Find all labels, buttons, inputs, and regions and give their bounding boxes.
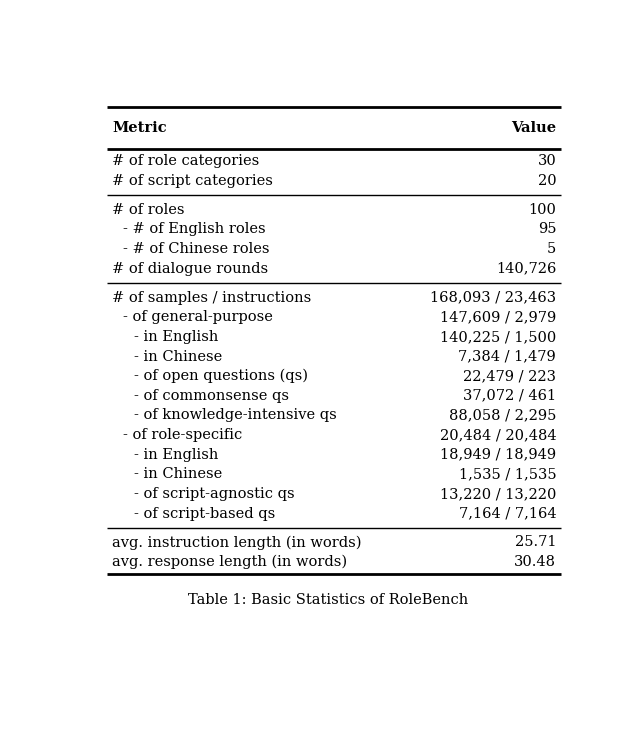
Text: - in English: - in English bbox=[134, 330, 218, 344]
Text: Table 1: Basic Statistics of RoleBench: Table 1: Basic Statistics of RoleBench bbox=[188, 592, 468, 607]
Text: 95: 95 bbox=[538, 223, 556, 236]
Text: 140,225 / 1,500: 140,225 / 1,500 bbox=[440, 330, 556, 344]
Text: # of samples / instructions: # of samples / instructions bbox=[112, 290, 312, 304]
Text: 7,164 / 7,164: 7,164 / 7,164 bbox=[458, 506, 556, 520]
Text: 37,072 / 461: 37,072 / 461 bbox=[463, 388, 556, 403]
Text: 88,058 / 2,295: 88,058 / 2,295 bbox=[449, 409, 556, 422]
Text: 22,479 / 223: 22,479 / 223 bbox=[463, 369, 556, 383]
Text: 1,535 / 1,535: 1,535 / 1,535 bbox=[458, 467, 556, 482]
Text: - # of English roles: - # of English roles bbox=[123, 223, 266, 236]
Text: - of commonsense qs: - of commonsense qs bbox=[134, 388, 289, 403]
Text: 30.48: 30.48 bbox=[514, 555, 556, 569]
Text: - in Chinese: - in Chinese bbox=[134, 350, 222, 364]
Text: 168,093 / 23,463: 168,093 / 23,463 bbox=[430, 290, 556, 304]
Text: - # of Chinese roles: - # of Chinese roles bbox=[123, 242, 269, 256]
Text: - in Chinese: - in Chinese bbox=[134, 467, 222, 482]
Text: 100: 100 bbox=[528, 202, 556, 217]
Text: 30: 30 bbox=[538, 154, 556, 168]
Text: 25.71: 25.71 bbox=[515, 536, 556, 550]
Text: Metric: Metric bbox=[112, 121, 167, 135]
Text: - of open questions (qs): - of open questions (qs) bbox=[134, 369, 308, 383]
Text: 13,220 / 13,220: 13,220 / 13,220 bbox=[440, 487, 556, 501]
Text: 140,726: 140,726 bbox=[496, 262, 556, 276]
Text: 20,484 / 20,484: 20,484 / 20,484 bbox=[440, 428, 556, 442]
Text: 7,384 / 1,479: 7,384 / 1,479 bbox=[458, 350, 556, 364]
Text: # of script categories: # of script categories bbox=[112, 174, 273, 188]
Text: 147,609 / 2,979: 147,609 / 2,979 bbox=[440, 310, 556, 324]
Text: avg. response length (in words): avg. response length (in words) bbox=[112, 555, 348, 569]
Text: 5: 5 bbox=[547, 242, 556, 256]
Text: - of script-agnostic qs: - of script-agnostic qs bbox=[134, 487, 294, 501]
Text: - of role-specific: - of role-specific bbox=[123, 428, 243, 442]
Text: - in English: - in English bbox=[134, 448, 218, 462]
Text: 18,949 / 18,949: 18,949 / 18,949 bbox=[440, 448, 556, 462]
Text: - of general-purpose: - of general-purpose bbox=[123, 310, 273, 324]
Text: 20: 20 bbox=[538, 174, 556, 188]
Text: # of roles: # of roles bbox=[112, 202, 185, 217]
Text: - of script-based qs: - of script-based qs bbox=[134, 506, 275, 520]
Text: Value: Value bbox=[511, 121, 556, 135]
Text: # of role categories: # of role categories bbox=[112, 154, 259, 168]
Text: # of dialogue rounds: # of dialogue rounds bbox=[112, 262, 268, 276]
Text: - of knowledge-intensive qs: - of knowledge-intensive qs bbox=[134, 409, 337, 422]
Text: avg. instruction length (in words): avg. instruction length (in words) bbox=[112, 536, 362, 550]
